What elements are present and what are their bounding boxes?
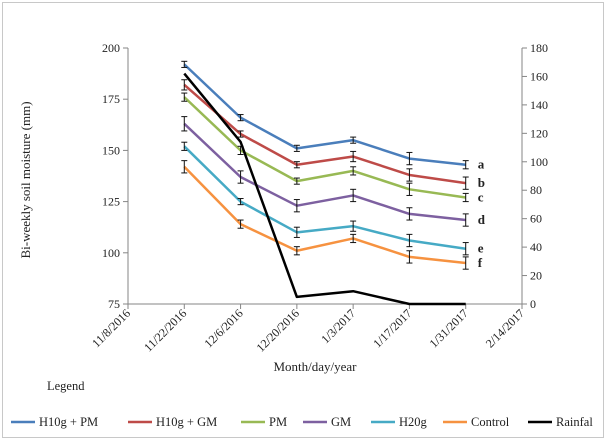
chart-frame: 75 100 125 150 175 200 0 20 40 60 80 100 120 140 160 18…	[2, 2, 604, 438]
x-tick-label: 2/14/2017	[483, 306, 527, 350]
y-tick-label: 150	[102, 143, 120, 157]
y2-tick-label: 60	[530, 212, 542, 226]
legend-item: PM	[241, 415, 287, 429]
series-h10g-gm: b	[181, 79, 485, 190]
series-line	[183, 96, 466, 199]
series-line	[183, 83, 466, 185]
x-tick-label: 1/31/2017	[427, 306, 471, 350]
y-tick-label: 75	[108, 297, 120, 311]
significance-letter: a	[478, 157, 485, 172]
y2-tick-label: 160	[530, 69, 548, 83]
y-tick-label: 125	[102, 195, 120, 209]
legend-label: H10g + GM	[156, 415, 217, 429]
legend: Legend H10g + PM H10g + GM PM GM H20g Control…	[11, 379, 593, 429]
x-tick-label: 11/22/2016	[141, 306, 189, 354]
y-tick-label: 175	[102, 92, 120, 106]
x-tick-label: 1/17/2017	[370, 306, 414, 350]
significance-letter: b	[478, 175, 485, 190]
series-control: f	[181, 160, 483, 270]
y2-tick-label: 0	[530, 297, 536, 311]
series-rainfal	[183, 72, 466, 306]
y2-tick-label: 20	[530, 269, 542, 283]
x-tick-label: 1/3/2017	[318, 306, 358, 346]
legend-item: Rainfal	[528, 415, 593, 429]
series-h20g: e	[181, 141, 484, 256]
significance-letter: c	[478, 190, 484, 205]
y2-tick-label: 120	[530, 126, 548, 140]
x-tick-label: 12/6/2016	[201, 306, 245, 350]
x-tick-label: 11/8/2016	[89, 306, 133, 350]
y-axis-title: Bi-weekly soil moisture (mm)	[18, 101, 33, 258]
series-line	[183, 122, 466, 222]
significance-letter: f	[478, 255, 483, 270]
y2-tick-label: 40	[530, 240, 542, 254]
significance-letter: d	[478, 212, 486, 227]
legend-item: Control	[443, 415, 510, 429]
legend-label: Rainfal	[556, 415, 593, 429]
series-gm: d	[181, 116, 486, 227]
legend-label: GM	[331, 415, 351, 429]
legend-item: H10g + GM	[128, 415, 217, 429]
legend-label: H20g	[399, 415, 428, 429]
legend-label: Control	[471, 415, 510, 429]
series-h10g-pm: a	[181, 60, 485, 172]
axis-labels: Month/day/year Bi-weekly soil moisture (…	[18, 101, 357, 374]
y2-tick-label: 180	[530, 41, 548, 55]
y2-tick-label: 140	[530, 98, 548, 112]
series-line	[183, 63, 466, 166]
series-line	[183, 72, 466, 306]
legend-label: PM	[269, 415, 287, 429]
legend-label: H10g + PM	[39, 415, 98, 429]
series-line	[183, 165, 466, 265]
chart-svg: 75 100 125 150 175 200 0 20 40 60 80 100 120 140 160 18…	[11, 41, 593, 429]
series-line	[183, 145, 466, 250]
y-tick-label: 100	[102, 246, 120, 260]
legend-item: H10g + PM	[11, 415, 98, 429]
legend-item: H20g	[371, 415, 428, 429]
x-axis-title: Month/day/year	[273, 359, 357, 374]
legend-title: Legend	[47, 379, 85, 393]
legend-item: GM	[303, 415, 351, 429]
y2-tick-label: 80	[530, 183, 542, 197]
x-tick-label: 12/20/2016	[253, 306, 302, 355]
y2-tick-label: 100	[530, 155, 548, 169]
y-tick-label: 200	[102, 41, 120, 55]
significance-letter: e	[478, 241, 484, 256]
